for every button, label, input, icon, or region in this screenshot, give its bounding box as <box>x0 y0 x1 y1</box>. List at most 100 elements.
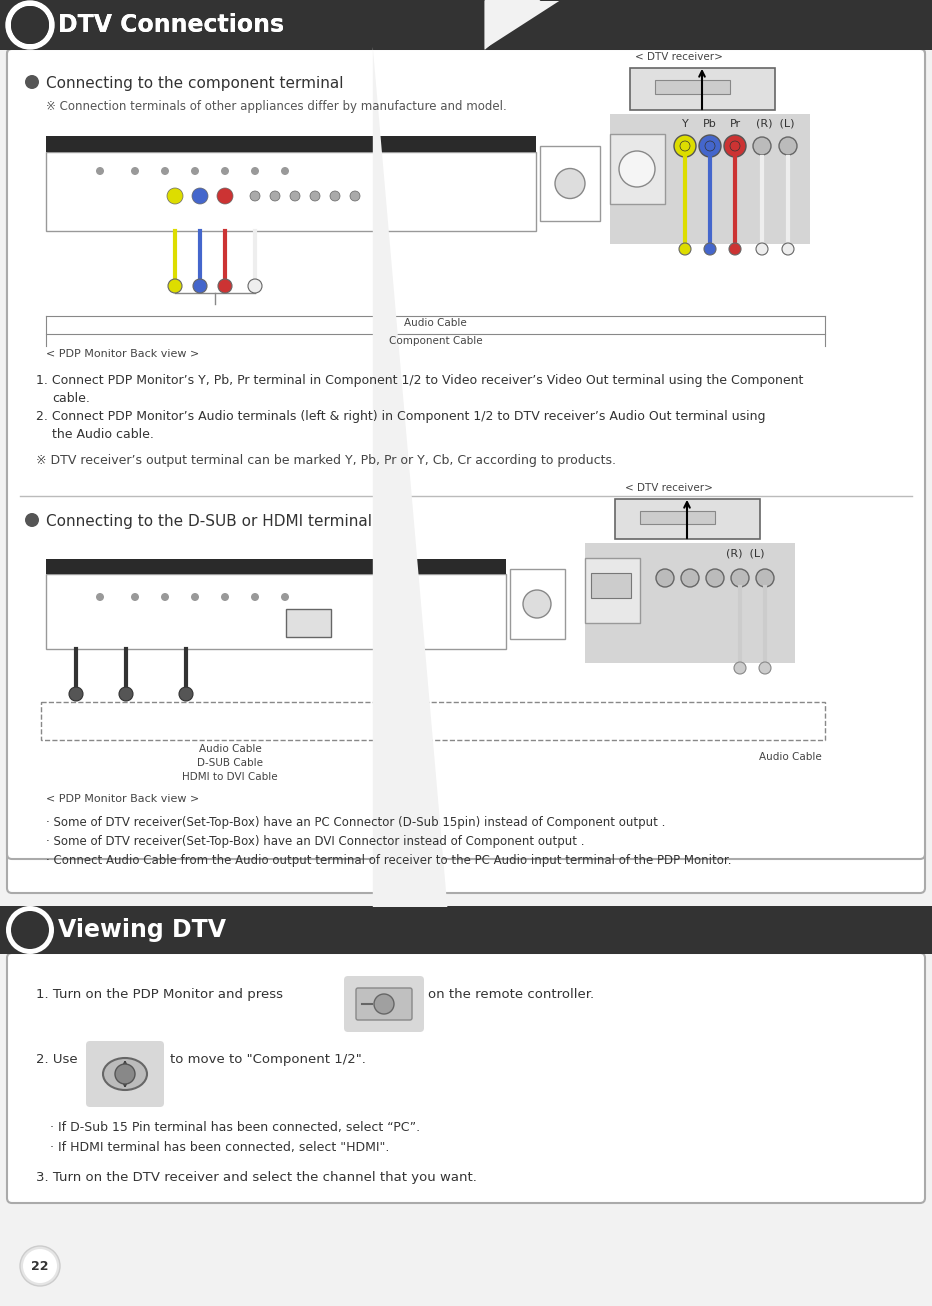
Circle shape <box>11 7 49 44</box>
Circle shape <box>217 188 233 204</box>
Polygon shape <box>485 0 541 50</box>
Text: Pr: Pr <box>730 119 741 129</box>
Bar <box>286 609 331 637</box>
FancyBboxPatch shape <box>356 989 412 1020</box>
Circle shape <box>555 168 585 199</box>
Text: < PDP Monitor Back view >: < PDP Monitor Back view > <box>46 794 199 804</box>
Text: < DTV receiver>: < DTV receiver> <box>635 52 723 61</box>
Text: Audio Cable: Audio Cable <box>199 744 261 754</box>
Text: 1. Connect PDP Monitor’s Y, Pb, Pr terminal in Component 1/2 to Video receiver’s: 1. Connect PDP Monitor’s Y, Pb, Pr termi… <box>36 374 803 387</box>
Bar <box>615 499 760 539</box>
Text: DTV Connections: DTV Connections <box>58 13 284 37</box>
Text: Viewing DTV: Viewing DTV <box>58 918 226 942</box>
Circle shape <box>20 1246 60 1286</box>
FancyBboxPatch shape <box>7 953 925 1203</box>
Text: 3. Turn on the DTV receiver and select the channel that you want.: 3. Turn on the DTV receiver and select t… <box>36 1171 477 1185</box>
Text: Y: Y <box>681 119 689 129</box>
Bar <box>0 0 932 50</box>
Circle shape <box>25 513 39 528</box>
Text: < PDP Monitor Back view >: < PDP Monitor Back view > <box>46 349 199 359</box>
Circle shape <box>251 593 259 601</box>
Text: · If D-Sub 15 Pin terminal has been connected, select “PC”.: · If D-Sub 15 Pin terminal has been conn… <box>50 1121 420 1134</box>
Circle shape <box>704 243 716 255</box>
Text: 22: 22 <box>32 1259 48 1272</box>
Circle shape <box>756 243 768 255</box>
FancyBboxPatch shape <box>7 50 925 893</box>
Text: Audio Cable: Audio Cable <box>404 317 467 328</box>
Ellipse shape <box>103 1058 147 1091</box>
Text: cable.: cable. <box>52 392 89 405</box>
Circle shape <box>330 191 340 201</box>
Text: DTV Connections: DTV Connections <box>58 13 284 37</box>
Circle shape <box>374 994 394 1013</box>
Text: · Some of DTV receiver(Set-Top-Box) have an PC Connector (D-Sub 15pin) instead o: · Some of DTV receiver(Set-Top-Box) have… <box>46 816 665 829</box>
Circle shape <box>756 569 774 586</box>
Bar <box>0 0 932 50</box>
Circle shape <box>656 569 674 586</box>
Bar <box>585 558 640 623</box>
Circle shape <box>25 74 39 89</box>
Text: Audio Cable: Audio Cable <box>759 752 821 761</box>
FancyBboxPatch shape <box>344 976 424 1032</box>
Bar <box>0 906 932 953</box>
Circle shape <box>310 191 320 201</box>
Text: Connecting to the D-SUB or HDMI terminal: Connecting to the D-SUB or HDMI terminal <box>46 515 372 529</box>
Text: to move to "Component 1/2".: to move to "Component 1/2". <box>170 1053 366 1066</box>
Circle shape <box>681 569 699 586</box>
Circle shape <box>250 191 260 201</box>
Text: on the remote controller.: on the remote controller. <box>428 989 594 1000</box>
Circle shape <box>731 569 749 586</box>
FancyBboxPatch shape <box>86 1041 164 1107</box>
Bar <box>46 575 506 649</box>
Text: Connecting to the component terminal: Connecting to the component terminal <box>46 76 344 91</box>
Text: · If HDMI terminal has been connected, select "HDMI".: · If HDMI terminal has been connected, s… <box>50 1141 390 1155</box>
Circle shape <box>248 279 262 293</box>
Text: (R)  (L): (R) (L) <box>756 119 794 129</box>
Circle shape <box>161 593 169 601</box>
Bar <box>585 543 795 663</box>
Circle shape <box>11 7 49 44</box>
Bar <box>510 569 565 639</box>
Circle shape <box>69 687 83 701</box>
Polygon shape <box>485 1 559 50</box>
Bar <box>655 80 730 94</box>
Bar <box>591 573 631 598</box>
Bar <box>630 68 775 110</box>
Text: 2. Connect PDP Monitor’s Audio terminals (left & right) in Component 1/2 to DTV : 2. Connect PDP Monitor’s Audio terminals… <box>36 410 765 423</box>
Bar <box>610 114 810 244</box>
Text: · Some of DTV receiver(Set-Top-Box) have an DVI Connector instead of Component o: · Some of DTV receiver(Set-Top-Box) have… <box>46 835 584 848</box>
Text: · Connect Audio Cable from the Audio output terminal of receiver to the PC Audio: · Connect Audio Cable from the Audio out… <box>46 854 732 867</box>
Circle shape <box>290 191 300 201</box>
Bar <box>46 136 536 151</box>
Circle shape <box>753 137 771 155</box>
Circle shape <box>221 593 229 601</box>
Circle shape <box>699 135 721 157</box>
Text: HDMI to DVI Cable: HDMI to DVI Cable <box>182 772 278 782</box>
Circle shape <box>6 1 54 50</box>
Circle shape <box>350 191 360 201</box>
Circle shape <box>119 687 133 701</box>
Circle shape <box>6 1 54 50</box>
Circle shape <box>730 141 740 151</box>
Text: 1. Turn on the PDP Monitor and press: 1. Turn on the PDP Monitor and press <box>36 989 283 1000</box>
Circle shape <box>192 188 208 204</box>
Text: ※ Connection terminals of other appliances differ by manufacture and model.: ※ Connection terminals of other applianc… <box>46 101 507 114</box>
Circle shape <box>281 593 289 601</box>
Circle shape <box>179 687 193 701</box>
Circle shape <box>270 191 280 201</box>
Circle shape <box>96 593 104 601</box>
Circle shape <box>193 279 207 293</box>
Circle shape <box>23 1249 57 1282</box>
Text: the Audio cable.: the Audio cable. <box>52 428 154 441</box>
Circle shape <box>96 167 104 175</box>
Circle shape <box>674 135 696 157</box>
Circle shape <box>131 593 139 601</box>
Circle shape <box>218 279 232 293</box>
Circle shape <box>168 279 182 293</box>
Circle shape <box>131 167 139 175</box>
Text: Component Cable: Component Cable <box>389 336 483 346</box>
Text: ※ DTV receiver’s output terminal can be marked Y, Pb, Pr or Y, Cb, Cr according : ※ DTV receiver’s output terminal can be … <box>36 454 616 468</box>
Circle shape <box>679 243 691 255</box>
Bar <box>46 559 506 575</box>
Polygon shape <box>373 47 447 906</box>
